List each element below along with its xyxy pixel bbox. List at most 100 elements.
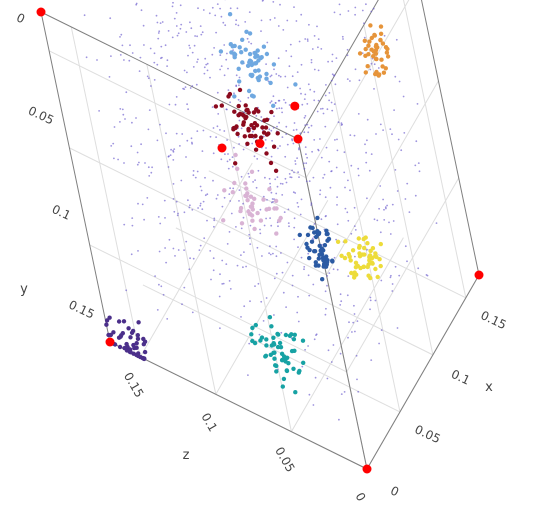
background-point: [231, 156, 234, 159]
cluster-point: [249, 332, 254, 337]
background-point: [297, 295, 299, 298]
background-point: [383, 34, 386, 37]
background-point: [242, 266, 244, 269]
background-point: [339, 13, 342, 16]
background-point: [248, 237, 251, 240]
background-point: [165, 132, 167, 135]
background-point: [270, 155, 273, 158]
background-point: [121, 108, 124, 111]
background-point: [164, 247, 167, 249]
background-point: [146, 197, 149, 199]
background-point: [291, 169, 293, 172]
cluster-point: [233, 125, 238, 131]
background-point: [316, 110, 319, 113]
background-point: [112, 142, 115, 145]
cluster-point: [365, 241, 370, 246]
background-point: [168, 103, 171, 106]
background-point: [199, 202, 202, 205]
background-point: [319, 138, 321, 140]
background-point: [168, 238, 171, 241]
background-point: [307, 83, 310, 86]
background-point: [349, 189, 351, 192]
cluster-point: [134, 345, 139, 350]
background-point: [370, 62, 373, 65]
cluster-point: [252, 226, 257, 232]
background-point: [130, 253, 133, 256]
background-point: [322, 177, 324, 179]
background-point: [270, 201, 273, 204]
background-point: [383, 219, 386, 221]
box-edge: [420, 0, 480, 276]
background-point: [292, 142, 295, 145]
background-point: [123, 223, 126, 226]
background-point: [307, 131, 310, 134]
background-point: [270, 224, 273, 227]
cluster-point: [360, 252, 365, 257]
background-point: [370, 153, 373, 156]
background-point: [305, 180, 308, 183]
background-point: [382, 129, 384, 132]
background-point: [400, 149, 403, 152]
background-point: [403, 132, 406, 134]
background-point: [98, 110, 100, 112]
cluster-point: [243, 116, 248, 121]
background-point: [262, 0, 265, 1]
background-point: [223, 130, 226, 132]
background-point: [389, 276, 392, 279]
cluster-point: [243, 47, 248, 52]
background-point: [238, 84, 240, 87]
background-point: [257, 169, 260, 172]
background-point: [177, 249, 180, 251]
cluster-point: [292, 348, 297, 353]
background-point: [294, 163, 297, 165]
background-point: [123, 162, 125, 164]
background-point: [193, 44, 196, 47]
background-point: [378, 342, 380, 345]
cluster-point: [366, 43, 371, 48]
background-point: [264, 176, 266, 179]
cluster-point: [235, 166, 240, 171]
background-point: [272, 1, 275, 3]
background-point: [228, 280, 231, 282]
background-point: [137, 202, 139, 205]
background-point: [211, 106, 214, 108]
background-point: [353, 313, 356, 315]
cluster-point: [257, 74, 263, 79]
highlighted-point: [217, 143, 227, 153]
background-point: [330, 79, 333, 82]
background-point: [196, 61, 199, 63]
background-point: [196, 35, 199, 38]
background-point: [291, 139, 294, 142]
background-point: [108, 76, 111, 78]
background-point: [366, 197, 368, 200]
background-point: [398, 274, 401, 277]
background-point: [269, 245, 271, 248]
cluster-point: [254, 107, 259, 112]
background-point: [309, 88, 312, 91]
background-point: [173, 17, 176, 20]
background-point: [292, 129, 295, 132]
background-point: [209, 250, 212, 252]
background-point: [303, 167, 306, 170]
background-point: [287, 208, 290, 211]
cluster-point: [358, 265, 363, 271]
background-point: [339, 293, 342, 296]
background-point: [215, 197, 218, 200]
z-tick-label: 0: [352, 490, 368, 504]
grid-line: [290, 237, 404, 432]
background-point: [249, 300, 251, 303]
cluster-point: [253, 133, 258, 139]
background-point: [183, 286, 186, 289]
background-point: [402, 95, 405, 98]
cluster-point: [342, 255, 348, 261]
background-point: [349, 134, 352, 137]
background-point: [188, 206, 191, 209]
background-point: [96, 59, 98, 61]
background-point: [153, 61, 156, 64]
cluster-point: [371, 49, 377, 54]
background-point: [196, 170, 199, 173]
background-point: [306, 123, 309, 126]
cluster-point: [262, 118, 267, 123]
background-point: [175, 132, 178, 135]
